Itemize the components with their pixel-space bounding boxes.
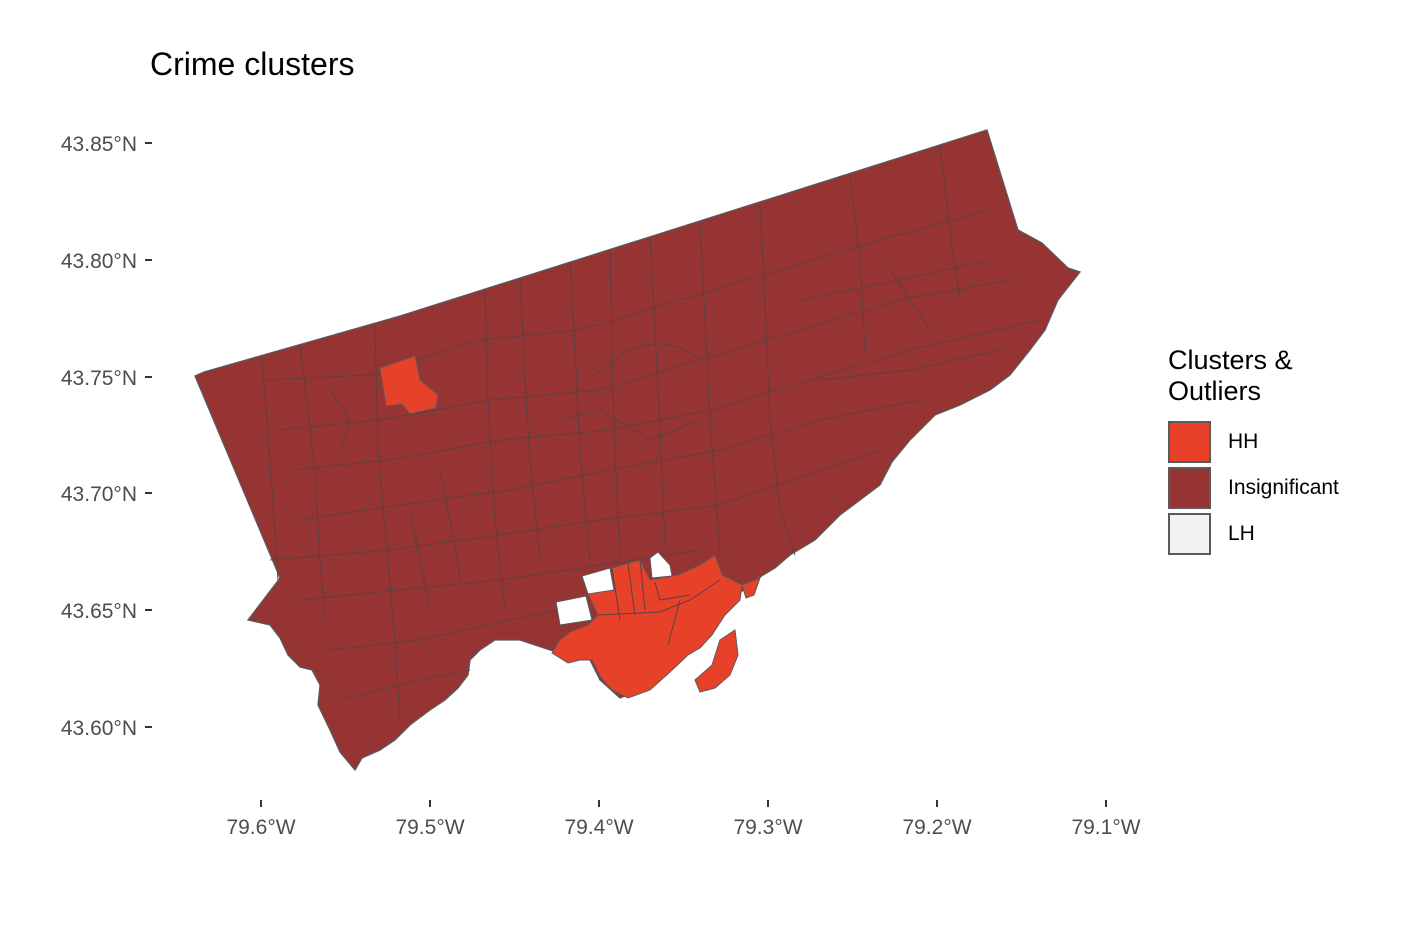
legend-label: HH <box>1228 430 1259 453</box>
region-hh-northwest <box>379 355 439 415</box>
legend: Clusters & Outliers HH Insignificant LH <box>1168 345 1368 557</box>
legend-item-lh: LH <box>1168 511 1368 557</box>
y-tick-label: 43.60°N <box>61 717 137 740</box>
legend-swatch-lh <box>1168 513 1211 555</box>
y-tick-label: 43.70°N <box>61 483 137 506</box>
x-tick-label: 79.5°W <box>395 816 464 839</box>
neighbourhood-boundaries <box>261 144 1041 721</box>
legend-swatch-hh <box>1168 421 1211 463</box>
x-tick-label: 79.6°W <box>226 816 295 839</box>
region-lh-3 <box>649 551 673 579</box>
region-lh-2 <box>555 595 593 626</box>
x-tick-label: 79.3°W <box>733 816 802 839</box>
legend-swatch-insignificant <box>1168 467 1211 509</box>
x-axis: 79.6°W 79.5°W 79.4°W 79.3°W 79.2°W 79.1°… <box>226 800 1141 839</box>
y-tick-label: 43.85°N <box>61 133 137 156</box>
y-tick-label: 43.80°N <box>61 250 137 273</box>
chart-title: Crime clusters <box>150 46 355 82</box>
x-tick-label: 79.1°W <box>1071 816 1140 839</box>
legend-item-insignificant: Insignificant <box>1168 465 1368 511</box>
y-tick-label: 43.65°N <box>61 600 137 623</box>
legend-label: Insignificant <box>1228 476 1339 499</box>
x-tick-label: 79.4°W <box>564 816 633 839</box>
region-hh-islands <box>694 629 739 693</box>
y-tick-label: 43.75°N <box>61 367 137 390</box>
legend-title: Clusters & Outliers <box>1168 345 1293 406</box>
x-tick-label: 79.2°W <box>902 816 971 839</box>
legend-item-hh: HH <box>1168 419 1368 465</box>
downtown-boundaries <box>597 559 721 646</box>
y-axis: 43.85°N 43.80°N 43.75°N 43.70°N 43.65°N … <box>61 133 152 740</box>
legend-label: LH <box>1228 522 1255 545</box>
region-hh-east <box>741 577 761 599</box>
region-lh-1 <box>581 567 615 595</box>
